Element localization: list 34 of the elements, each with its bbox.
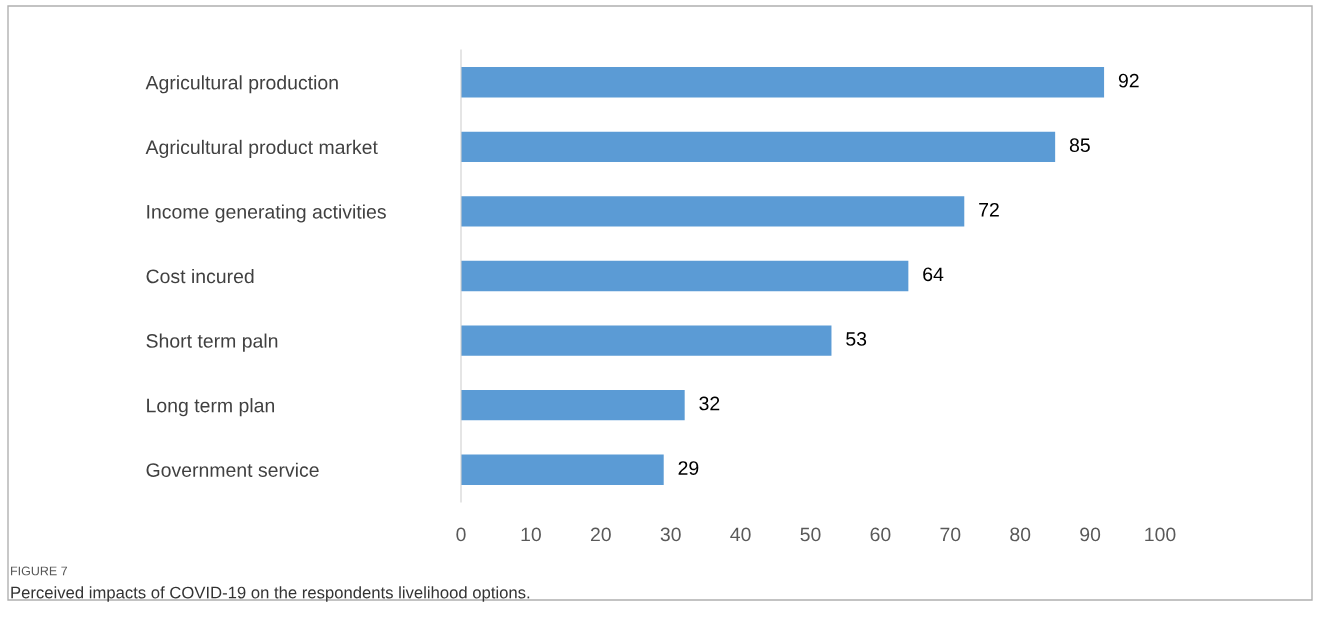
y-tick-label: Government service [146, 462, 319, 477]
bar [461, 454, 664, 485]
x-tick-label: 30 [660, 527, 681, 542]
x-tick-label: 80 [1010, 527, 1031, 542]
x-tick-label: 40 [730, 527, 751, 542]
y-tick-label: Income generating activities [147, 204, 386, 223]
x-tick-label: 50 [800, 527, 821, 542]
text: Perceived impacts of COVID-19 on the respondents livelihood options. [11, 586, 530, 602]
x-tick-label: 10 [521, 527, 541, 542]
data-label: 64 [923, 267, 944, 282]
x-tick-label: 60 [870, 527, 891, 542]
bar [461, 67, 1105, 98]
y-tick-label: Agricultural product market [145, 139, 378, 158]
bar [461, 389, 685, 421]
y-tick-label: Agricultural production [145, 75, 338, 94]
x-tick-label: 90 [1080, 527, 1101, 542]
data-label: 32 [699, 396, 720, 411]
x-tick-label: 100 [1145, 527, 1176, 542]
data-label: 29 [678, 461, 699, 475]
x-tick-label: 20 [590, 527, 611, 542]
data-label: 85 [1069, 138, 1090, 153]
x-tick-label: 0 [456, 527, 466, 542]
y-tick-label: Long term plan [147, 398, 275, 417]
x-tick-label: 70 [940, 527, 961, 542]
y-tick-label: Cost incured [146, 268, 254, 284]
bar [461, 260, 909, 292]
bar [461, 131, 1056, 163]
bar [461, 196, 965, 227]
y-tick-label: Short term paln [146, 333, 278, 352]
bar [461, 325, 832, 356]
data-label: 53 [846, 332, 867, 346]
data-label: 92 [1118, 73, 1139, 88]
data-label: 72 [979, 202, 999, 217]
caption: FIGURE 7 [11, 566, 68, 576]
